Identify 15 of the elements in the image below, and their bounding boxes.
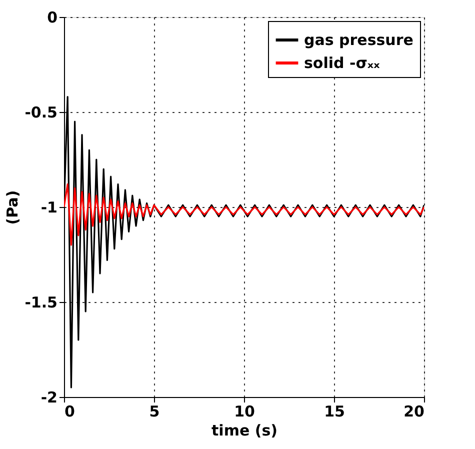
x-tick-label: 10 [234, 402, 255, 420]
y-tick-label: -1 [40, 198, 58, 216]
x-axis-title: time (s) [212, 422, 278, 440]
y-axis-title: (Pa) [4, 190, 22, 225]
legend-label: solid -σₓₓ [304, 54, 381, 72]
legend-label: gas pressure [304, 31, 414, 49]
y-tick-label: -0.5 [24, 104, 58, 122]
y-tick-label: -1.5 [24, 294, 58, 312]
x-tick-label: 15 [324, 402, 345, 420]
x-tick-label: 20 [404, 402, 424, 420]
line-series [64, 183, 424, 246]
x-tick-label: 5 [149, 402, 160, 420]
x-tick-label: 0 [64, 402, 75, 420]
y-tick-label: 0 [47, 8, 58, 26]
y-tick-label: -2 [40, 388, 58, 406]
